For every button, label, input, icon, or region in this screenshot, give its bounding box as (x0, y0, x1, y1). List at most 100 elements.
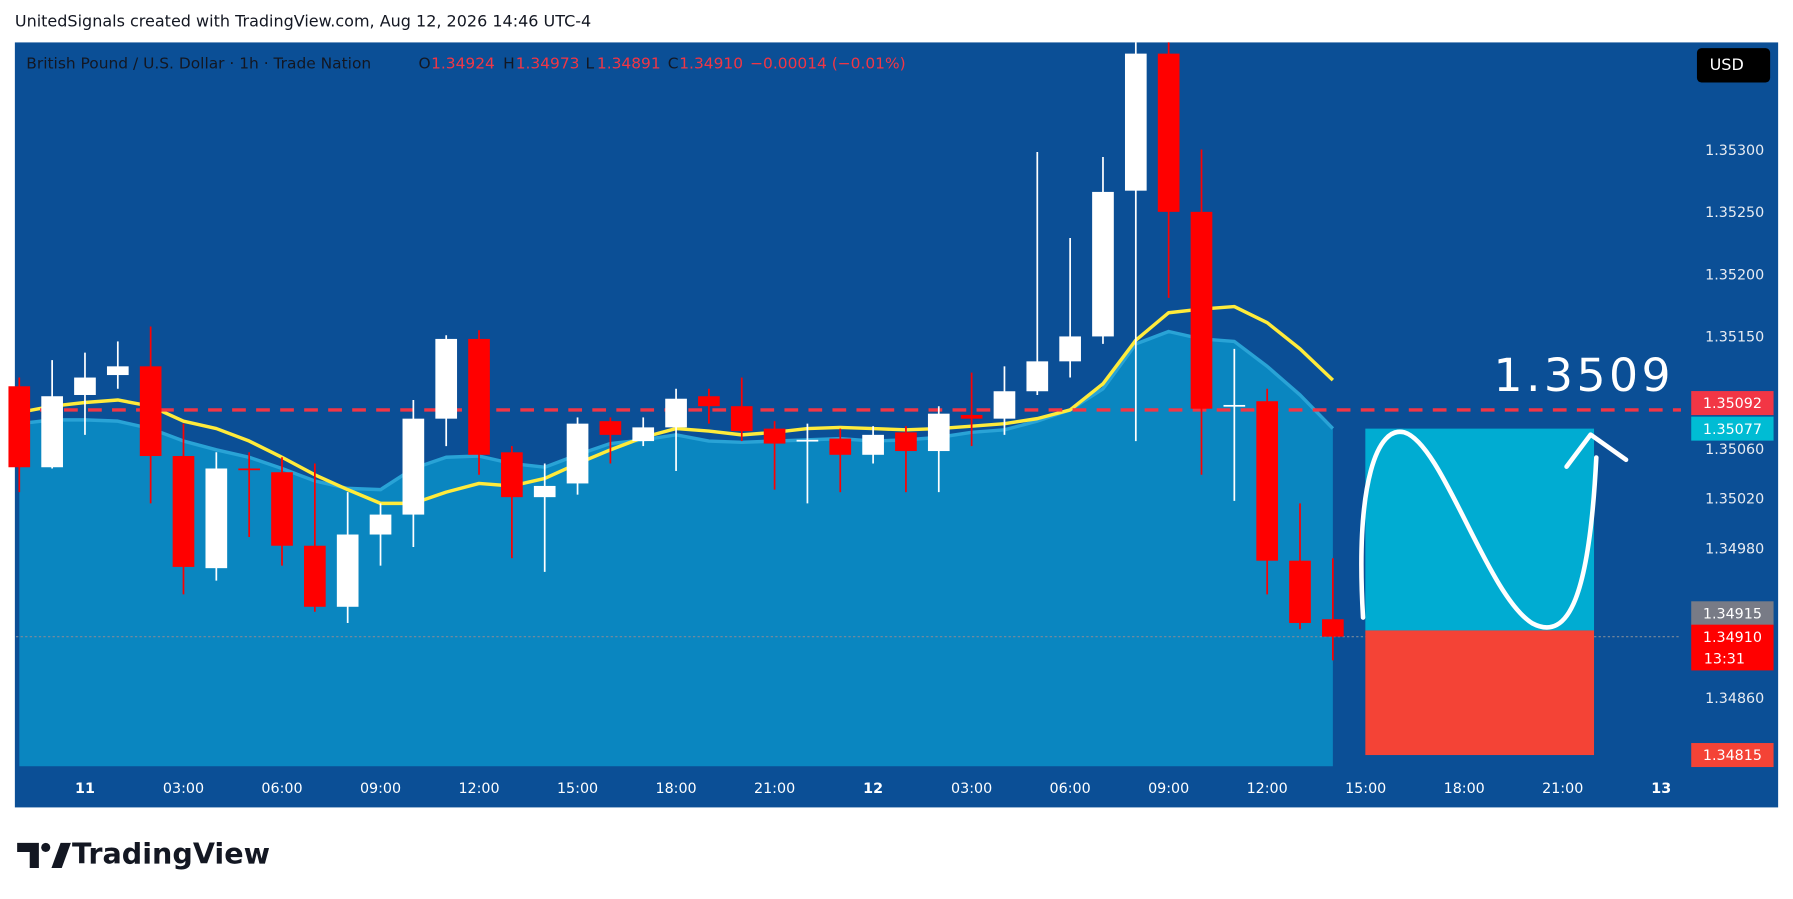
price-tag-label: 1.35092 (1703, 396, 1762, 412)
drawn-arrow (1564, 432, 1629, 469)
x-tick-label: 12:00 (1247, 781, 1288, 797)
candle-body (8, 386, 31, 468)
candle-body (1256, 401, 1279, 561)
x-tick-label: 09:00 (360, 781, 401, 797)
candle-body (960, 414, 983, 419)
x-tick-label: 12:00 (458, 781, 499, 797)
y-tick-label: 1.34860 (1705, 691, 1764, 707)
candle-body (1026, 361, 1049, 392)
price-tag (1691, 391, 1774, 416)
candle-body (895, 432, 917, 452)
candle-body (1223, 404, 1246, 407)
candle-body (369, 514, 392, 535)
candle-body (41, 396, 63, 468)
attribution: UnitedSignals created with TradingView.c… (15, 11, 591, 30)
price-tag-label: 1.34910 (1703, 630, 1762, 646)
y-tick-label: 1.35250 (1705, 205, 1764, 221)
price-tag (1691, 743, 1774, 768)
candle-body (665, 398, 687, 428)
legend-value: 1.34910 (679, 55, 743, 73)
price-tag (1691, 624, 1774, 671)
legend-letter: O (419, 55, 431, 73)
logo-mark (17, 842, 39, 869)
legend-value: 1.34973 (516, 55, 580, 73)
logo-mark (41, 842, 51, 853)
candle-body (1157, 53, 1180, 212)
candle-body (599, 421, 622, 435)
candle-body (1124, 53, 1147, 191)
candle-body (139, 366, 162, 457)
candle-body (698, 396, 720, 407)
candle-body (435, 338, 458, 419)
candle-body (336, 534, 359, 607)
candle-body (468, 338, 490, 455)
candle-body (106, 366, 129, 376)
annotation: 1.3509 (1493, 349, 1674, 402)
legend-letter: C (668, 55, 679, 73)
candle-body (271, 472, 293, 546)
candle-body (74, 377, 96, 395)
x-tick-label: 12 (863, 781, 883, 797)
x-tick-label: 21:00 (1542, 781, 1583, 797)
y-tick-label: 1.34980 (1705, 541, 1764, 557)
candle-body (927, 413, 950, 452)
ma-area (19, 331, 1333, 767)
projection-stop (1365, 630, 1595, 756)
candle-body (1092, 191, 1114, 337)
currency-button-bg[interactable] (1696, 48, 1771, 83)
candle-body (172, 456, 195, 567)
candle-body (501, 452, 523, 498)
candle-body (1190, 211, 1213, 409)
candle-body (763, 428, 786, 444)
logo-mark (51, 842, 71, 869)
currency-label[interactable]: USD (1710, 55, 1744, 74)
candle-body (796, 439, 819, 442)
symbol-title: British Pound / U.S. Dollar · 1h · Trade… (26, 55, 371, 73)
projection-target (1365, 428, 1595, 631)
legend-change: −0.00014 (−0.01%) (750, 55, 906, 73)
y-tick-label: 1.35200 (1705, 267, 1764, 283)
brand-name: TradingView (72, 836, 270, 870)
y-tick-label: 1.35060 (1705, 442, 1764, 458)
x-tick-label: 03:00 (951, 781, 992, 797)
price-tag (1691, 416, 1774, 441)
countdown-label: 13:31 (1704, 652, 1745, 668)
x-tick-label: 21:00 (754, 781, 795, 797)
price-tag (1691, 601, 1774, 626)
candle-body (238, 468, 261, 471)
price-tag-label: 1.34915 (1703, 606, 1762, 622)
y-tick-label: 1.35150 (1705, 330, 1764, 346)
x-tick-label: 15:00 (1345, 781, 1386, 797)
x-tick-label: 09:00 (1148, 781, 1189, 797)
x-tick-label: 18:00 (655, 781, 696, 797)
drawn-curve (1359, 429, 1599, 630)
candle-body (993, 391, 1016, 419)
candle-body (730, 406, 753, 432)
x-tick-label: 13 (1651, 781, 1671, 797)
x-tick-label: 03:00 (163, 781, 204, 797)
x-tick-label: 11 (75, 781, 95, 797)
candle-body (862, 434, 884, 455)
candle-body (304, 545, 326, 607)
currency-button[interactable]: USD (1696, 48, 1771, 83)
candle-body (1322, 619, 1344, 637)
candle-body (402, 418, 425, 515)
x-tick-label: 15:00 (557, 781, 598, 797)
x-tick-label: 18:00 (1444, 781, 1485, 797)
candle-body (566, 423, 589, 484)
legend-value: 1.34891 (597, 55, 661, 73)
legend-letter: H (503, 55, 515, 73)
y-tick-label: 1.35020 (1705, 492, 1764, 508)
brand-logo (17, 842, 71, 869)
legend-value: 1.34924 (431, 55, 495, 73)
price-tag-label: 1.34815 (1703, 748, 1762, 764)
candle-body (632, 427, 655, 442)
candle-body (1059, 336, 1081, 362)
price-tag-label: 1.35077 (1703, 422, 1762, 438)
legend-letter: L (585, 55, 594, 73)
y-tick-label: 1.35300 (1705, 143, 1764, 159)
candle-body (533, 485, 556, 498)
candle-body (829, 438, 852, 455)
candle-body (205, 468, 228, 569)
